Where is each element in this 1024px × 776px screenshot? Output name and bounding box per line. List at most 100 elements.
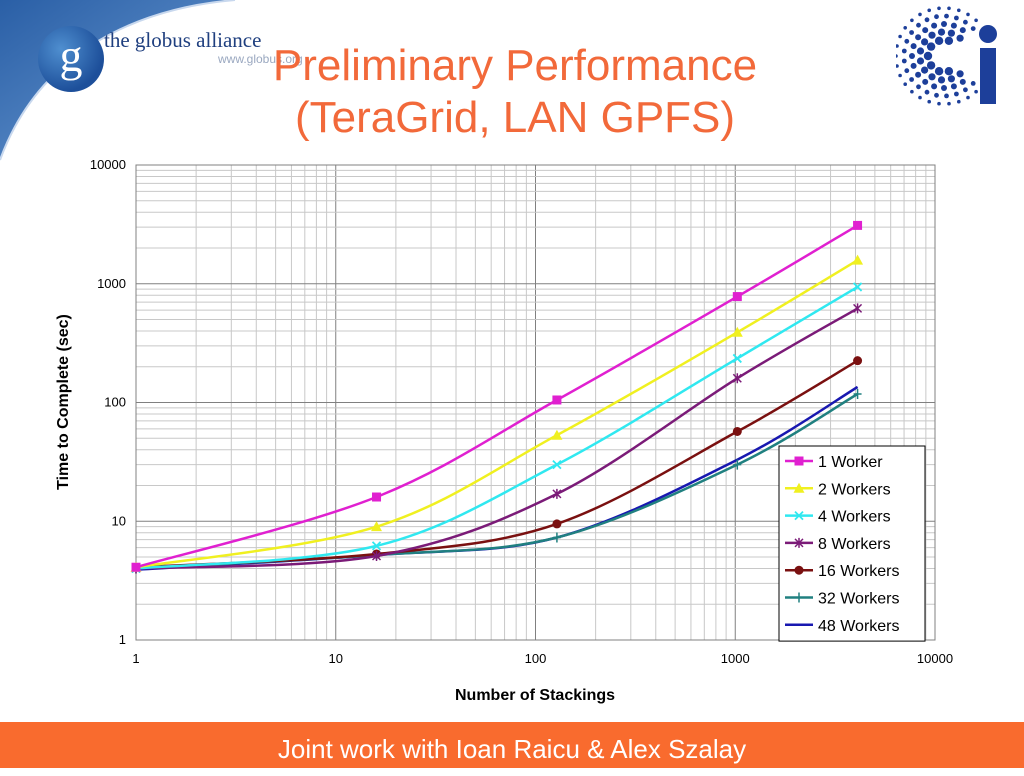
data-point-4-workers bbox=[552, 459, 562, 470]
globus-alliance-logo: g the globus alliance www.globus.org bbox=[38, 22, 358, 102]
series-line-16-workers bbox=[135, 359, 859, 569]
ci-logo-dot bbox=[901, 58, 907, 64]
ci-logo-dot bbox=[934, 36, 944, 45]
ci-logo-dot bbox=[970, 81, 976, 86]
data-point-1-worker bbox=[732, 292, 742, 302]
ci-logo-dot bbox=[918, 95, 922, 100]
ci-logo-dot bbox=[921, 38, 929, 46]
ci-logo-dot bbox=[957, 8, 961, 13]
ci-logo-dot bbox=[947, 29, 955, 37]
data-point-1-worker bbox=[853, 220, 863, 230]
y-tick-label: 10 bbox=[112, 513, 126, 528]
x-tick-label: 10 bbox=[329, 651, 343, 666]
ci-logo-dot bbox=[904, 38, 910, 44]
ci-logo-dot bbox=[931, 22, 938, 29]
footer-text: Joint work with Ioan Raicu & Alex Szalay bbox=[277, 734, 747, 764]
data-point-8-workers bbox=[732, 373, 742, 384]
series-line-32-workers bbox=[135, 392, 859, 570]
ci-logo-dot bbox=[921, 66, 929, 74]
ci-logo-icon bbox=[896, 6, 997, 106]
legend-marker-4-workers bbox=[794, 510, 804, 521]
ci-logo-dot bbox=[944, 36, 954, 45]
x-tick-label: 100 bbox=[525, 651, 547, 666]
ci-logo-dot bbox=[937, 101, 941, 106]
legend-label-32-workers: 32 Workers bbox=[818, 591, 900, 608]
ci-logo-dot bbox=[910, 18, 914, 23]
ci-logo-dot bbox=[950, 22, 957, 29]
performance-chart: 1 10 100 1000 10000 1 10 100 1000 10000 Number of… bbox=[55, 157, 953, 704]
slide-title: Preliminary Performance (TeraGrid, LAN G… bbox=[150, 40, 880, 144]
series-layer bbox=[130, 220, 864, 574]
chart-legend: 1 Worker 2 Workers 4 Workers 8 Workers 16 Wo… bbox=[778, 445, 926, 642]
ci-logo-dot bbox=[922, 27, 929, 34]
ci-logo-dot bbox=[937, 76, 946, 84]
series-line-4-workers bbox=[135, 285, 859, 570]
ci-logo-dot bbox=[963, 87, 968, 93]
y-tick-label: 1000 bbox=[97, 276, 126, 291]
data-point-32-workers bbox=[853, 388, 862, 399]
org-name: the globus alliance bbox=[104, 28, 262, 52]
globus-g-icon: g bbox=[38, 26, 104, 92]
ci-logo-dot bbox=[959, 27, 966, 34]
ci-logo-dot bbox=[916, 47, 925, 55]
series-4-workers bbox=[131, 282, 863, 574]
org-url: www.globus.org bbox=[218, 52, 303, 66]
ci-logo-dot bbox=[904, 68, 910, 74]
ci-logo-dot bbox=[941, 21, 947, 27]
ci-logo-dot bbox=[928, 73, 936, 81]
ci-logo-dot bbox=[901, 48, 907, 54]
x-axis-label: Number of Stackings bbox=[455, 687, 615, 704]
ci-logo-dot bbox=[927, 8, 931, 13]
y-tick-label: 10000 bbox=[90, 157, 126, 172]
title-line-1: Preliminary Performance bbox=[272, 41, 758, 90]
data-point-32-workers bbox=[733, 459, 742, 470]
ci-logo-dot bbox=[922, 78, 929, 85]
ci-logo-dot bbox=[944, 93, 949, 99]
ci-logo-dot bbox=[947, 101, 951, 106]
ci-logo-dot bbox=[898, 73, 902, 78]
ci-logo-dot bbox=[956, 70, 964, 78]
ci-logo-dot bbox=[910, 62, 917, 69]
ci-logo-dot bbox=[903, 26, 907, 30]
data-point-4-workers bbox=[732, 353, 742, 364]
legend-marker-8-workers bbox=[794, 537, 804, 548]
legend-label-4-workers: 4 Workers bbox=[818, 509, 891, 526]
ci-logo-dot bbox=[896, 44, 899, 48]
ci-logo-dot bbox=[970, 26, 976, 31]
y-axis-label: Time to Complete (sec) bbox=[55, 314, 72, 490]
legend-label-48-workers: 48 Workers bbox=[818, 618, 900, 635]
data-point-2-workers bbox=[371, 521, 383, 532]
ci-logo-dot bbox=[918, 12, 922, 17]
data-point-1-worker bbox=[372, 492, 382, 502]
ci-logo-dot bbox=[896, 54, 898, 58]
ci-logo-dot bbox=[959, 78, 966, 85]
ci-logo-dot bbox=[909, 30, 914, 35]
ci-logo-dot bbox=[950, 83, 957, 90]
data-point-16-workers bbox=[853, 356, 863, 366]
ci-logo-dot bbox=[924, 89, 930, 95]
data-point-16-workers bbox=[732, 426, 742, 436]
legend-label-16-workers: 16 Workers bbox=[818, 563, 900, 580]
data-point-2-workers bbox=[551, 429, 563, 440]
data-point-2-workers bbox=[852, 254, 864, 265]
series-line-8-workers bbox=[135, 307, 859, 570]
data-point-8-workers bbox=[853, 303, 863, 314]
data-point-1-worker bbox=[131, 562, 141, 572]
ci-logo-dot bbox=[966, 12, 970, 17]
ci-logo-dot bbox=[954, 91, 959, 97]
series-8-workers bbox=[131, 303, 863, 574]
legend-marker-1-worker bbox=[794, 456, 804, 466]
series-line-1-worker bbox=[135, 224, 859, 569]
ci-logo-dot bbox=[937, 6, 941, 11]
ci-logo-dot bbox=[916, 22, 921, 28]
ci-logo-dot bbox=[963, 19, 968, 25]
ci-logo-dot bbox=[909, 53, 915, 59]
ci-logo-dot bbox=[910, 43, 917, 50]
series-1-worker bbox=[131, 220, 863, 572]
ci-logo-dot bbox=[947, 6, 951, 11]
plot-area-border bbox=[135, 164, 936, 641]
ci-logo-dot bbox=[910, 89, 914, 94]
ci-logo-dot bbox=[941, 85, 947, 91]
ci-logo-dot bbox=[903, 82, 907, 86]
ci-logo-dot bbox=[934, 67, 944, 76]
